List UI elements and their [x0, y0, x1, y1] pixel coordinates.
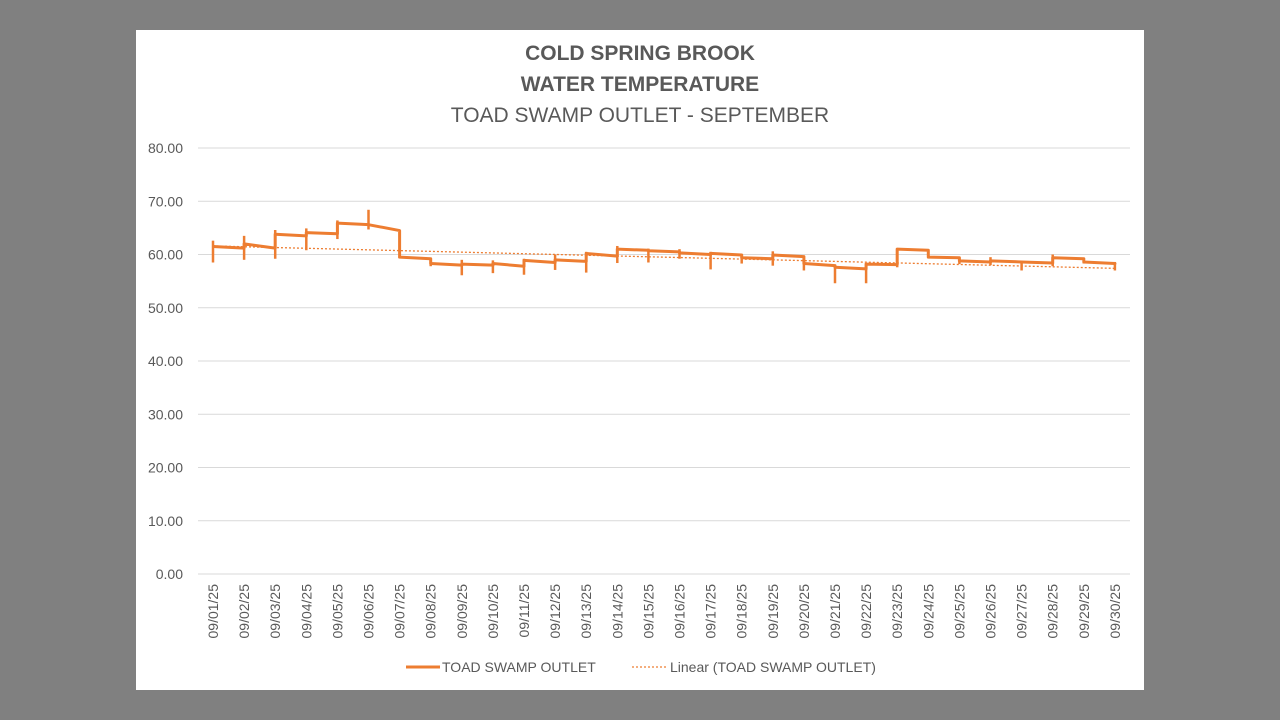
chart-subtitle: WATER TEMPERATURE [520, 73, 760, 96]
y-tick-label: 70.00 [148, 193, 183, 209]
x-tick-label: 09/03/25 [267, 584, 283, 639]
trendline-layer [212, 245, 1115, 269]
x-tick-label: 09/24/25 [920, 584, 936, 639]
y-tick-label: 40.00 [148, 353, 183, 369]
x-tick-label: 09/05/25 [329, 584, 345, 639]
y-tick-label: 30.00 [148, 406, 183, 422]
legend-label-trendline: Linear (TOAD SWAMP OUTLET) [670, 659, 876, 675]
x-tick-label: 09/21/25 [827, 584, 843, 639]
y-tick-label: 0.00 [156, 566, 183, 582]
x-tick-label: 09/12/25 [547, 584, 563, 639]
legend: TOAD SWAMP OUTLET Linear (TOAD SWAMP OUT… [406, 659, 876, 675]
y-tick-label: 20.00 [148, 460, 183, 476]
y-axis-tick-labels: 0.00 10.00 20.00 30.00 40.00 50.00 60.00 70.00 8… [148, 140, 183, 582]
trendline [212, 245, 1115, 269]
x-tick-label: 09/07/25 [392, 584, 408, 639]
y-tick-label: 50.00 [148, 300, 183, 316]
x-tick-label: 09/22/25 [858, 584, 874, 639]
y-tick-label: 60.00 [148, 247, 183, 263]
x-axis-tick-labels: 09/01/25 09/02/25 09/03/25 09/04/25 09/05/25… [205, 584, 1123, 639]
series-line-toad-swamp-outlet [212, 221, 1117, 271]
x-tick-label: 09/01/25 [205, 584, 221, 639]
gridlines [198, 147, 1130, 575]
x-tick-label: 09/15/25 [640, 584, 656, 639]
x-tick-label: 09/20/25 [796, 584, 812, 639]
x-tick-label: 09/17/25 [703, 584, 719, 639]
x-tick-label: 09/04/25 [298, 584, 314, 639]
legend-label-series: TOAD SWAMP OUTLET [442, 659, 596, 675]
x-tick-label: 09/29/25 [1076, 584, 1092, 639]
x-tick-label: 09/09/25 [454, 584, 470, 639]
x-tick-label: 09/08/25 [423, 584, 439, 639]
y-tick-label: 80.00 [148, 140, 183, 156]
x-tick-label: 09/23/25 [889, 584, 905, 639]
y-tick-label: 10.00 [148, 513, 183, 529]
x-tick-label: 09/06/25 [361, 584, 377, 639]
x-tick-label: 09/19/25 [765, 584, 781, 639]
chart-title: COLD SPRING BROOK [525, 42, 755, 65]
x-tick-label: 09/27/25 [1014, 584, 1030, 639]
x-tick-label: 09/10/25 [485, 584, 501, 639]
x-tick-label: 09/16/25 [672, 584, 688, 639]
chart-subtitle-location: TOAD SWAMP OUTLET - SEPTEMBER [450, 104, 830, 127]
x-tick-label: 09/25/25 [951, 584, 967, 639]
chart-panel: COLD SPRING BROOK WATER TEMPERATURE TOAD… [136, 30, 1144, 690]
x-tick-label: 09/11/25 [516, 584, 532, 638]
x-tick-label: 09/30/25 [1107, 584, 1123, 639]
x-tick-label: 09/13/25 [578, 584, 594, 639]
line-chart: 0.00 10.00 20.00 30.00 40.00 50.00 60.00 70.00 8… [148, 140, 1130, 675]
x-tick-label: 09/02/25 [236, 584, 252, 639]
series-layer [211, 209, 1117, 284]
x-tick-label: 09/26/25 [983, 584, 999, 639]
x-tick-label: 09/18/25 [734, 584, 750, 639]
x-tick-label: 09/28/25 [1045, 584, 1061, 639]
x-tick-label: 09/14/25 [609, 584, 625, 639]
